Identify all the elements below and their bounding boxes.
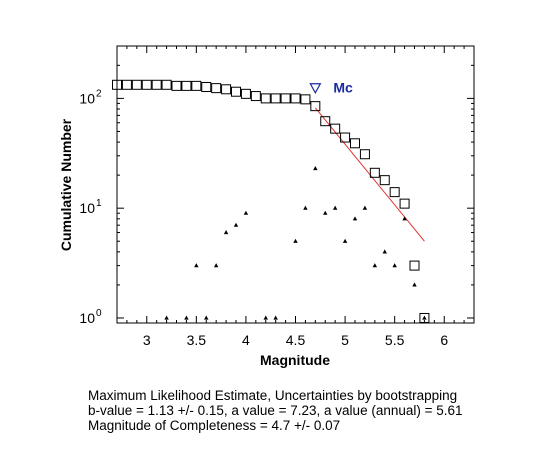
triangle-point [293, 238, 298, 243]
triangle-point [273, 315, 278, 320]
square-point [191, 80, 202, 91]
triangle-point [303, 205, 308, 210]
cumulative-count-markers [112, 79, 430, 323]
y-tick-exponent: 0 [96, 308, 102, 319]
triangle-point [342, 238, 348, 243]
y-tick-base: 10 [79, 90, 95, 106]
caption: Maximum Likelihood Estimate, Uncertainti… [88, 388, 538, 433]
incremental-count-markers [164, 165, 427, 320]
x-tick-label: 6 [440, 332, 448, 348]
axis-ticks [117, 45, 474, 323]
square-point [379, 175, 390, 186]
x-axis-label: Magnitude [260, 352, 330, 368]
mc-triangle-marker [309, 83, 322, 94]
square-point [221, 84, 232, 95]
y-tick-label: 10 1 [79, 198, 102, 216]
square-point [231, 86, 241, 97]
square-point [240, 88, 251, 99]
y-tick-label: 10 2 [79, 88, 102, 106]
triangle-point [392, 263, 397, 268]
y-tick-base: 10 [79, 310, 95, 326]
triangle-point [352, 216, 358, 221]
y-axis-label: Cumulative Number [58, 118, 74, 251]
y-tick-exponent: 1 [96, 198, 102, 209]
x-tick-label: 3 [143, 332, 151, 348]
square-point [300, 94, 311, 105]
square-point [310, 101, 321, 112]
triangle-point [204, 315, 209, 320]
square-point [369, 167, 380, 178]
x-tick-label: 5 [341, 332, 349, 348]
plot-area [116, 45, 475, 324]
square-point [171, 80, 182, 91]
square-point [359, 149, 370, 160]
triangle-point [382, 249, 387, 254]
triangle-point [372, 263, 378, 268]
x-tick-labels: 3 3.5 4 4.5 5 5.5 6 [143, 332, 449, 348]
square-point [270, 93, 281, 104]
square-point [250, 91, 261, 102]
x-tick-label: 3.5 [187, 332, 207, 348]
mc-marker-group: Mc [309, 80, 353, 96]
caption-line-1: Maximum Likelihood Estimate, Uncertainti… [88, 388, 458, 403]
square-point [330, 123, 341, 134]
x-tick-label: 4 [242, 332, 250, 348]
triangle-point [223, 230, 229, 235]
square-point [141, 79, 152, 90]
square-point [320, 116, 331, 127]
y-tick-exponent: 2 [96, 88, 102, 99]
square-point [340, 132, 351, 143]
triangle-point [412, 282, 417, 287]
square-point [280, 93, 291, 104]
square-point [151, 79, 162, 90]
caption-line-3: Magnitude of Completeness = 4.7 +/- 0.07 [88, 418, 341, 433]
triangle-point [332, 205, 338, 210]
square-point [201, 81, 212, 92]
triangle-point [184, 315, 189, 320]
triangle-point [402, 216, 407, 221]
square-point [211, 83, 222, 94]
triangle-point [362, 205, 368, 210]
triangle-point [313, 165, 318, 171]
square-point [399, 198, 410, 209]
square-point [112, 79, 122, 90]
square-point [419, 312, 430, 323]
caption-line-2: b-value = 1.13 +/- 0.15, a value = 7.23,… [88, 403, 463, 418]
square-point [161, 79, 172, 90]
x-tick-label: 4.5 [286, 332, 306, 348]
x-tick-label: 5.5 [385, 332, 405, 348]
square-point [121, 79, 132, 90]
y-tick-label: 10 0 [79, 308, 102, 326]
square-point [409, 260, 420, 271]
square-point [389, 187, 400, 198]
square-point [131, 79, 142, 90]
mc-label: Mc [333, 80, 353, 96]
y-tick-base: 10 [79, 200, 95, 216]
triangle-point [164, 315, 169, 320]
triangle-point [263, 315, 268, 320]
triangle-point [213, 263, 219, 268]
square-point [290, 93, 301, 104]
triangle-point [194, 263, 199, 268]
triangle-point [243, 210, 249, 215]
square-point [181, 80, 192, 91]
triangle-point [323, 210, 328, 215]
square-point [350, 138, 360, 149]
triangle-point [422, 315, 427, 320]
triangle-point [233, 222, 239, 227]
square-point [260, 93, 271, 104]
